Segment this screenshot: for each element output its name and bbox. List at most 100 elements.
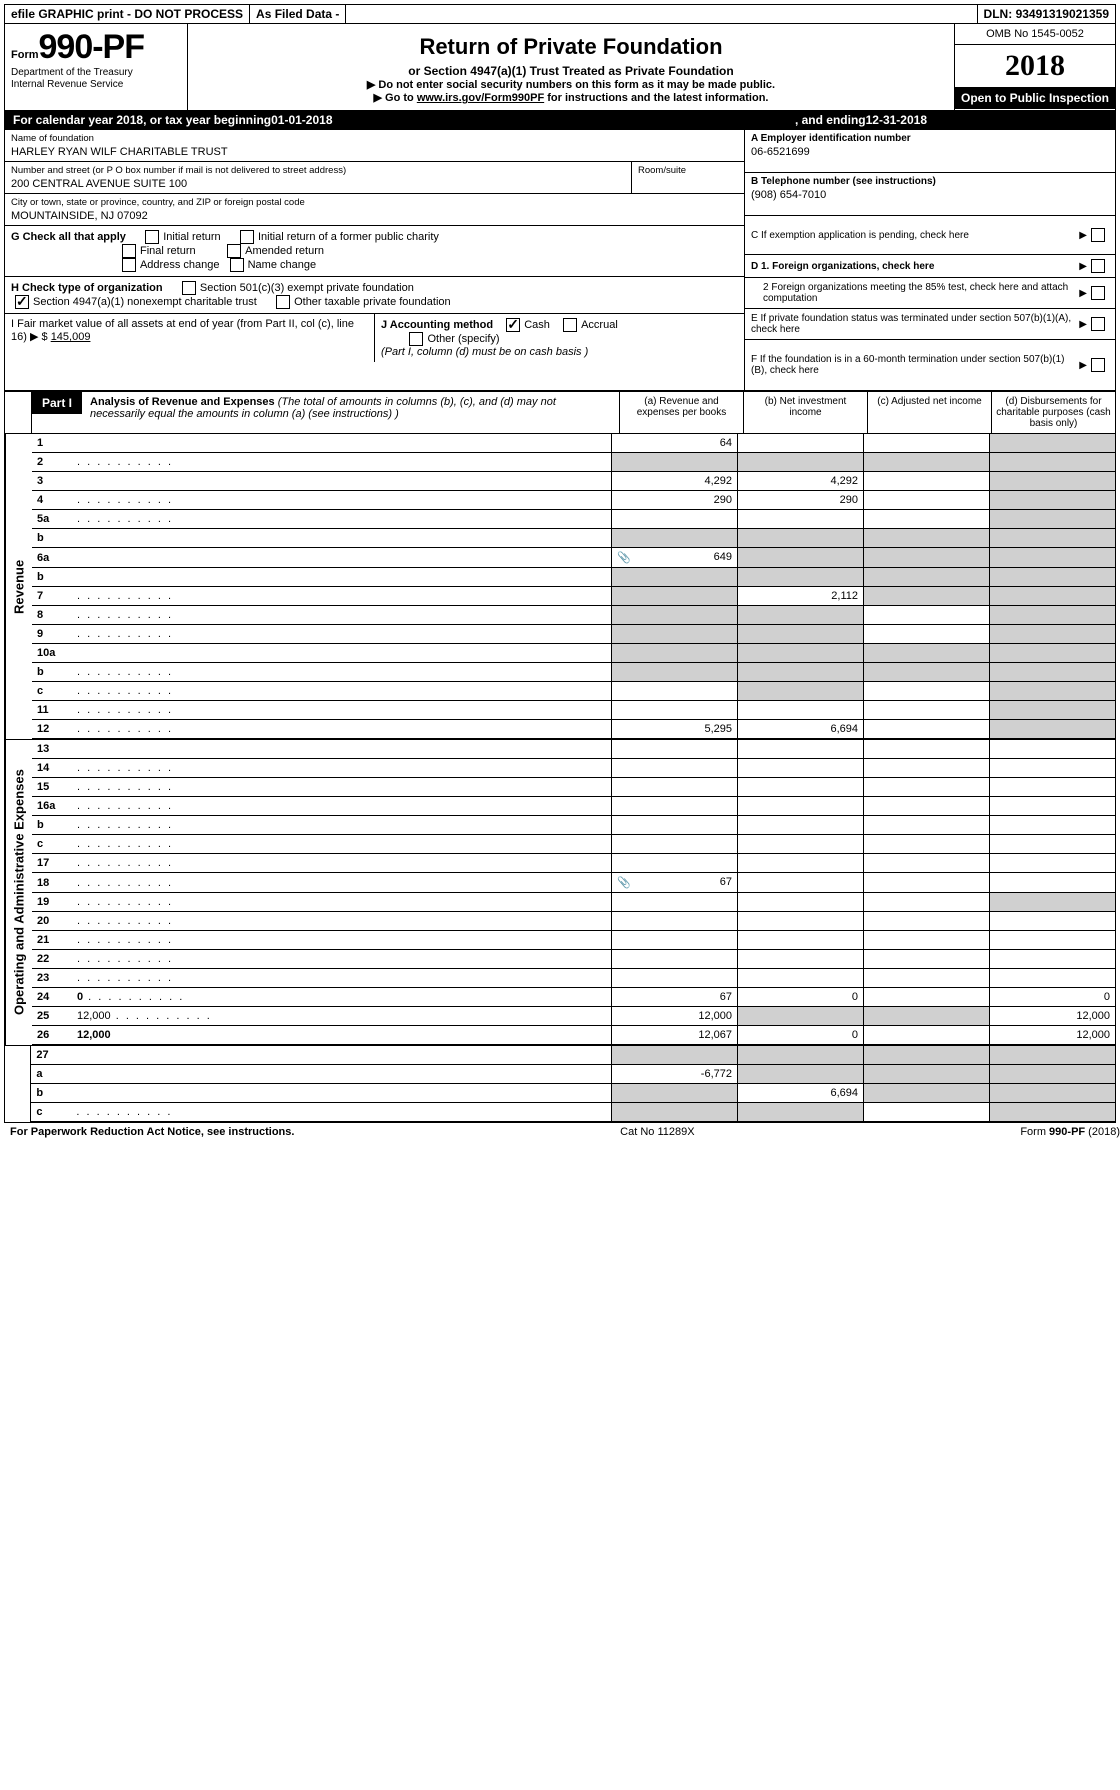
summary-spacer <box>5 1046 31 1122</box>
attachment-icon[interactable]: 📎 <box>617 876 631 889</box>
line-desc <box>72 625 612 644</box>
table-row: 23 <box>32 969 1115 988</box>
cell-a <box>612 682 738 701</box>
table-row: 22 <box>32 950 1115 969</box>
dln-value: 93491319021359 <box>1016 7 1109 21</box>
cb-other-taxable[interactable] <box>276 295 290 309</box>
table-row: 8 <box>32 606 1115 625</box>
cell-a: 12,000 <box>612 1007 738 1026</box>
line-number: 8 <box>32 606 72 625</box>
cb-final[interactable] <box>122 244 136 258</box>
cell-c <box>864 568 990 587</box>
line-number: 21 <box>32 931 72 950</box>
cb-name-change[interactable] <box>230 258 244 272</box>
ij-row: I Fair market value of all assets at end… <box>5 314 744 362</box>
part1-header: Part I Analysis of Revenue and Expenses … <box>5 391 1115 434</box>
cell-a <box>612 893 738 912</box>
c-label: C If exemption application is pending, c… <box>751 230 1079 241</box>
col-c-header: (c) Adjusted net income <box>867 392 991 433</box>
cb-d2[interactable] <box>1091 286 1105 300</box>
cell-b <box>738 1065 864 1084</box>
cb-4947[interactable] <box>15 295 29 309</box>
line-desc <box>72 682 612 701</box>
cb-501c3[interactable] <box>182 281 196 295</box>
line-number: c <box>32 835 72 854</box>
line-desc <box>72 568 612 587</box>
cell-a: 12,067 <box>612 1026 738 1045</box>
foundation-name: HARLEY RYAN WILF CHARITABLE TRUST <box>11 146 738 158</box>
cb-f[interactable] <box>1091 358 1105 372</box>
cal-pre: For calendar year 2018, or tax year begi… <box>13 113 271 127</box>
line-number: 25 <box>32 1007 72 1026</box>
cell-b <box>738 835 864 854</box>
cell-c <box>864 587 990 606</box>
revenue-label: Revenue <box>5 434 32 739</box>
table-row: b <box>32 663 1115 682</box>
attachment-icon[interactable]: 📎 <box>617 551 631 564</box>
cell-d <box>990 740 1116 759</box>
spacer <box>346 5 977 23</box>
cell-b: 6,694 <box>738 720 864 739</box>
cell-d <box>990 529 1116 548</box>
line-number: 15 <box>32 778 72 797</box>
omb-number: OMB No 1545-0052 <box>955 24 1115 45</box>
footer-right: Form 990-PF (2018) <box>1020 1126 1120 1138</box>
table-row: b6,694 <box>31 1084 1115 1103</box>
spacer <box>333 113 795 127</box>
line-number: 2 <box>32 453 72 472</box>
cb-address-change[interactable] <box>122 258 136 272</box>
cb-other-method[interactable] <box>409 332 423 346</box>
cell-b <box>738 701 864 720</box>
cell-a <box>612 606 738 625</box>
table-row: c <box>32 682 1115 701</box>
cell-a <box>612 644 738 663</box>
cb-e[interactable] <box>1091 317 1105 331</box>
cell-d <box>990 587 1116 606</box>
cb-amended[interactable] <box>227 244 241 258</box>
line-desc <box>72 472 612 491</box>
expenses-table: 13141516abc1718📎67192021222324067002512,… <box>32 740 1115 1045</box>
line-number: a <box>31 1065 71 1084</box>
cell-d <box>990 1103 1116 1122</box>
cell-a <box>612 797 738 816</box>
j-label: J Accounting method <box>381 319 493 331</box>
room-cell: Room/suite <box>632 162 744 193</box>
cb-d1[interactable] <box>1091 259 1105 273</box>
irs-link[interactable]: www.irs.gov/Form990PF <box>417 92 544 104</box>
line-desc <box>72 701 612 720</box>
table-row: 6a📎649 <box>32 548 1115 568</box>
cell-d <box>990 491 1116 510</box>
line-number: b <box>32 663 72 682</box>
cell-b <box>738 912 864 931</box>
cell-a <box>612 529 738 548</box>
line-number: 6a <box>32 548 72 568</box>
line-number: 11 <box>32 701 72 720</box>
cell-c <box>864 797 990 816</box>
cell-b: 0 <box>738 988 864 1007</box>
line-number: 26 <box>32 1026 72 1045</box>
cb-initial-former[interactable] <box>240 230 254 244</box>
cell-d: 12,000 <box>990 1007 1116 1026</box>
cell-c <box>864 663 990 682</box>
cell-d <box>990 778 1116 797</box>
cb-cash[interactable] <box>506 318 520 332</box>
cell-c <box>864 931 990 950</box>
cell-b <box>738 854 864 873</box>
g-label: G Check all that apply <box>11 231 126 243</box>
col-a-header: (a) Revenue and expenses per books <box>619 392 743 433</box>
cell-d <box>990 1084 1116 1103</box>
cell-d <box>990 969 1116 988</box>
cell-d <box>990 950 1116 969</box>
form-number: 990-PF <box>39 28 145 66</box>
cell-a <box>612 854 738 873</box>
cb-initial[interactable] <box>145 230 159 244</box>
cb-accrual[interactable] <box>563 318 577 332</box>
cell-c <box>864 759 990 778</box>
cb-c[interactable] <box>1091 228 1105 242</box>
line-desc <box>72 663 612 682</box>
cell-d <box>990 854 1116 873</box>
page-footer: For Paperwork Reduction Act Notice, see … <box>4 1123 1120 1141</box>
g-row: G Check all that apply Initial return In… <box>5 226 744 277</box>
form-subtitle: or Section 4947(a)(1) Trust Treated as P… <box>198 64 944 78</box>
cell-b <box>738 1103 864 1122</box>
